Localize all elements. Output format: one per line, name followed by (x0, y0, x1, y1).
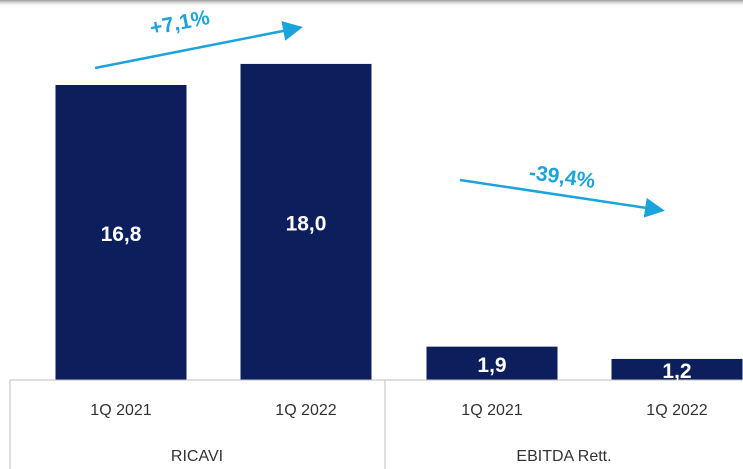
trend-arrow (459, 178, 665, 218)
value-label: 18,0 (286, 213, 327, 236)
value-label: 1,9 (477, 354, 506, 377)
bar (611, 358, 743, 380)
x-tick-label: 1Q 2021 (90, 402, 151, 419)
bars (55, 63, 743, 381)
x-tick-label: 1Q 2021 (461, 402, 522, 419)
bar (240, 63, 372, 381)
top-shadow (0, 0, 743, 7)
annotation: -39,4% (528, 161, 597, 193)
value-label: 1,2 (662, 360, 691, 383)
x-tick-label: 1Q 2022 (646, 402, 707, 419)
annotation: +7,1% (148, 6, 212, 40)
group-label: RICAVI (171, 448, 223, 465)
value-label: 16,8 (101, 223, 142, 246)
trend-arrow (94, 21, 303, 70)
x-tick-label: 1Q 2022 (275, 402, 336, 419)
bar (55, 84, 187, 380)
group-label: EBITDA Rett. (516, 448, 611, 465)
bar (426, 346, 558, 380)
